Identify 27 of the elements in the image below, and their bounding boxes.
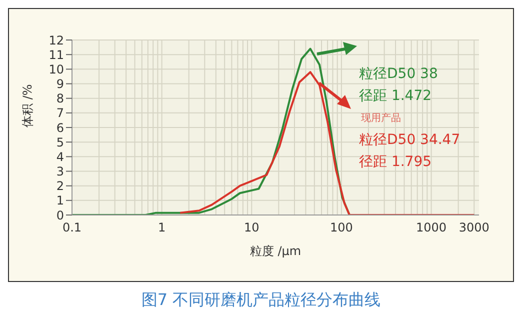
- y-tick-label: 6: [56, 120, 64, 135]
- annotation: 粒径D50 38: [359, 65, 438, 83]
- annotation: 径距 1.472: [359, 87, 432, 105]
- y-tick-label: 0: [56, 208, 64, 222]
- y-tick-label: 2: [56, 179, 64, 194]
- text: 现用产品: [361, 112, 401, 125]
- y-axis-title: 体积 /%: [20, 84, 34, 128]
- y-tick-label: 9: [56, 77, 64, 92]
- x-tick-label: 100: [330, 220, 353, 235]
- annotation: 径距 1.795: [359, 153, 432, 171]
- x-tick-label: 0.1: [62, 220, 82, 235]
- y-tick-label: 12: [48, 33, 64, 48]
- y-tick-label: 1: [56, 194, 64, 208]
- y-tick-label: 4: [56, 150, 64, 164]
- x-tick-label: 1: [158, 220, 166, 235]
- y-tick-label: 5: [56, 135, 64, 150]
- x-tick-label: 10: [244, 220, 260, 235]
- y-tick-label: 7: [56, 106, 64, 120]
- x-tick-label: 3000: [458, 220, 490, 235]
- x-tick-label: 1000: [416, 220, 447, 235]
- x-axis-title: 粒度 /μm: [250, 244, 302, 258]
- y-tick-label: 8: [56, 92, 64, 106]
- text: 图7 不同研磨机产品粒径分布曲线: [140, 290, 382, 311]
- y-tick-label: 3: [56, 164, 64, 179]
- y-tick-label: 10: [48, 62, 64, 76]
- y-tick-label: 11: [48, 48, 64, 62]
- annotation: 粒径D50 34.47: [359, 131, 460, 149]
